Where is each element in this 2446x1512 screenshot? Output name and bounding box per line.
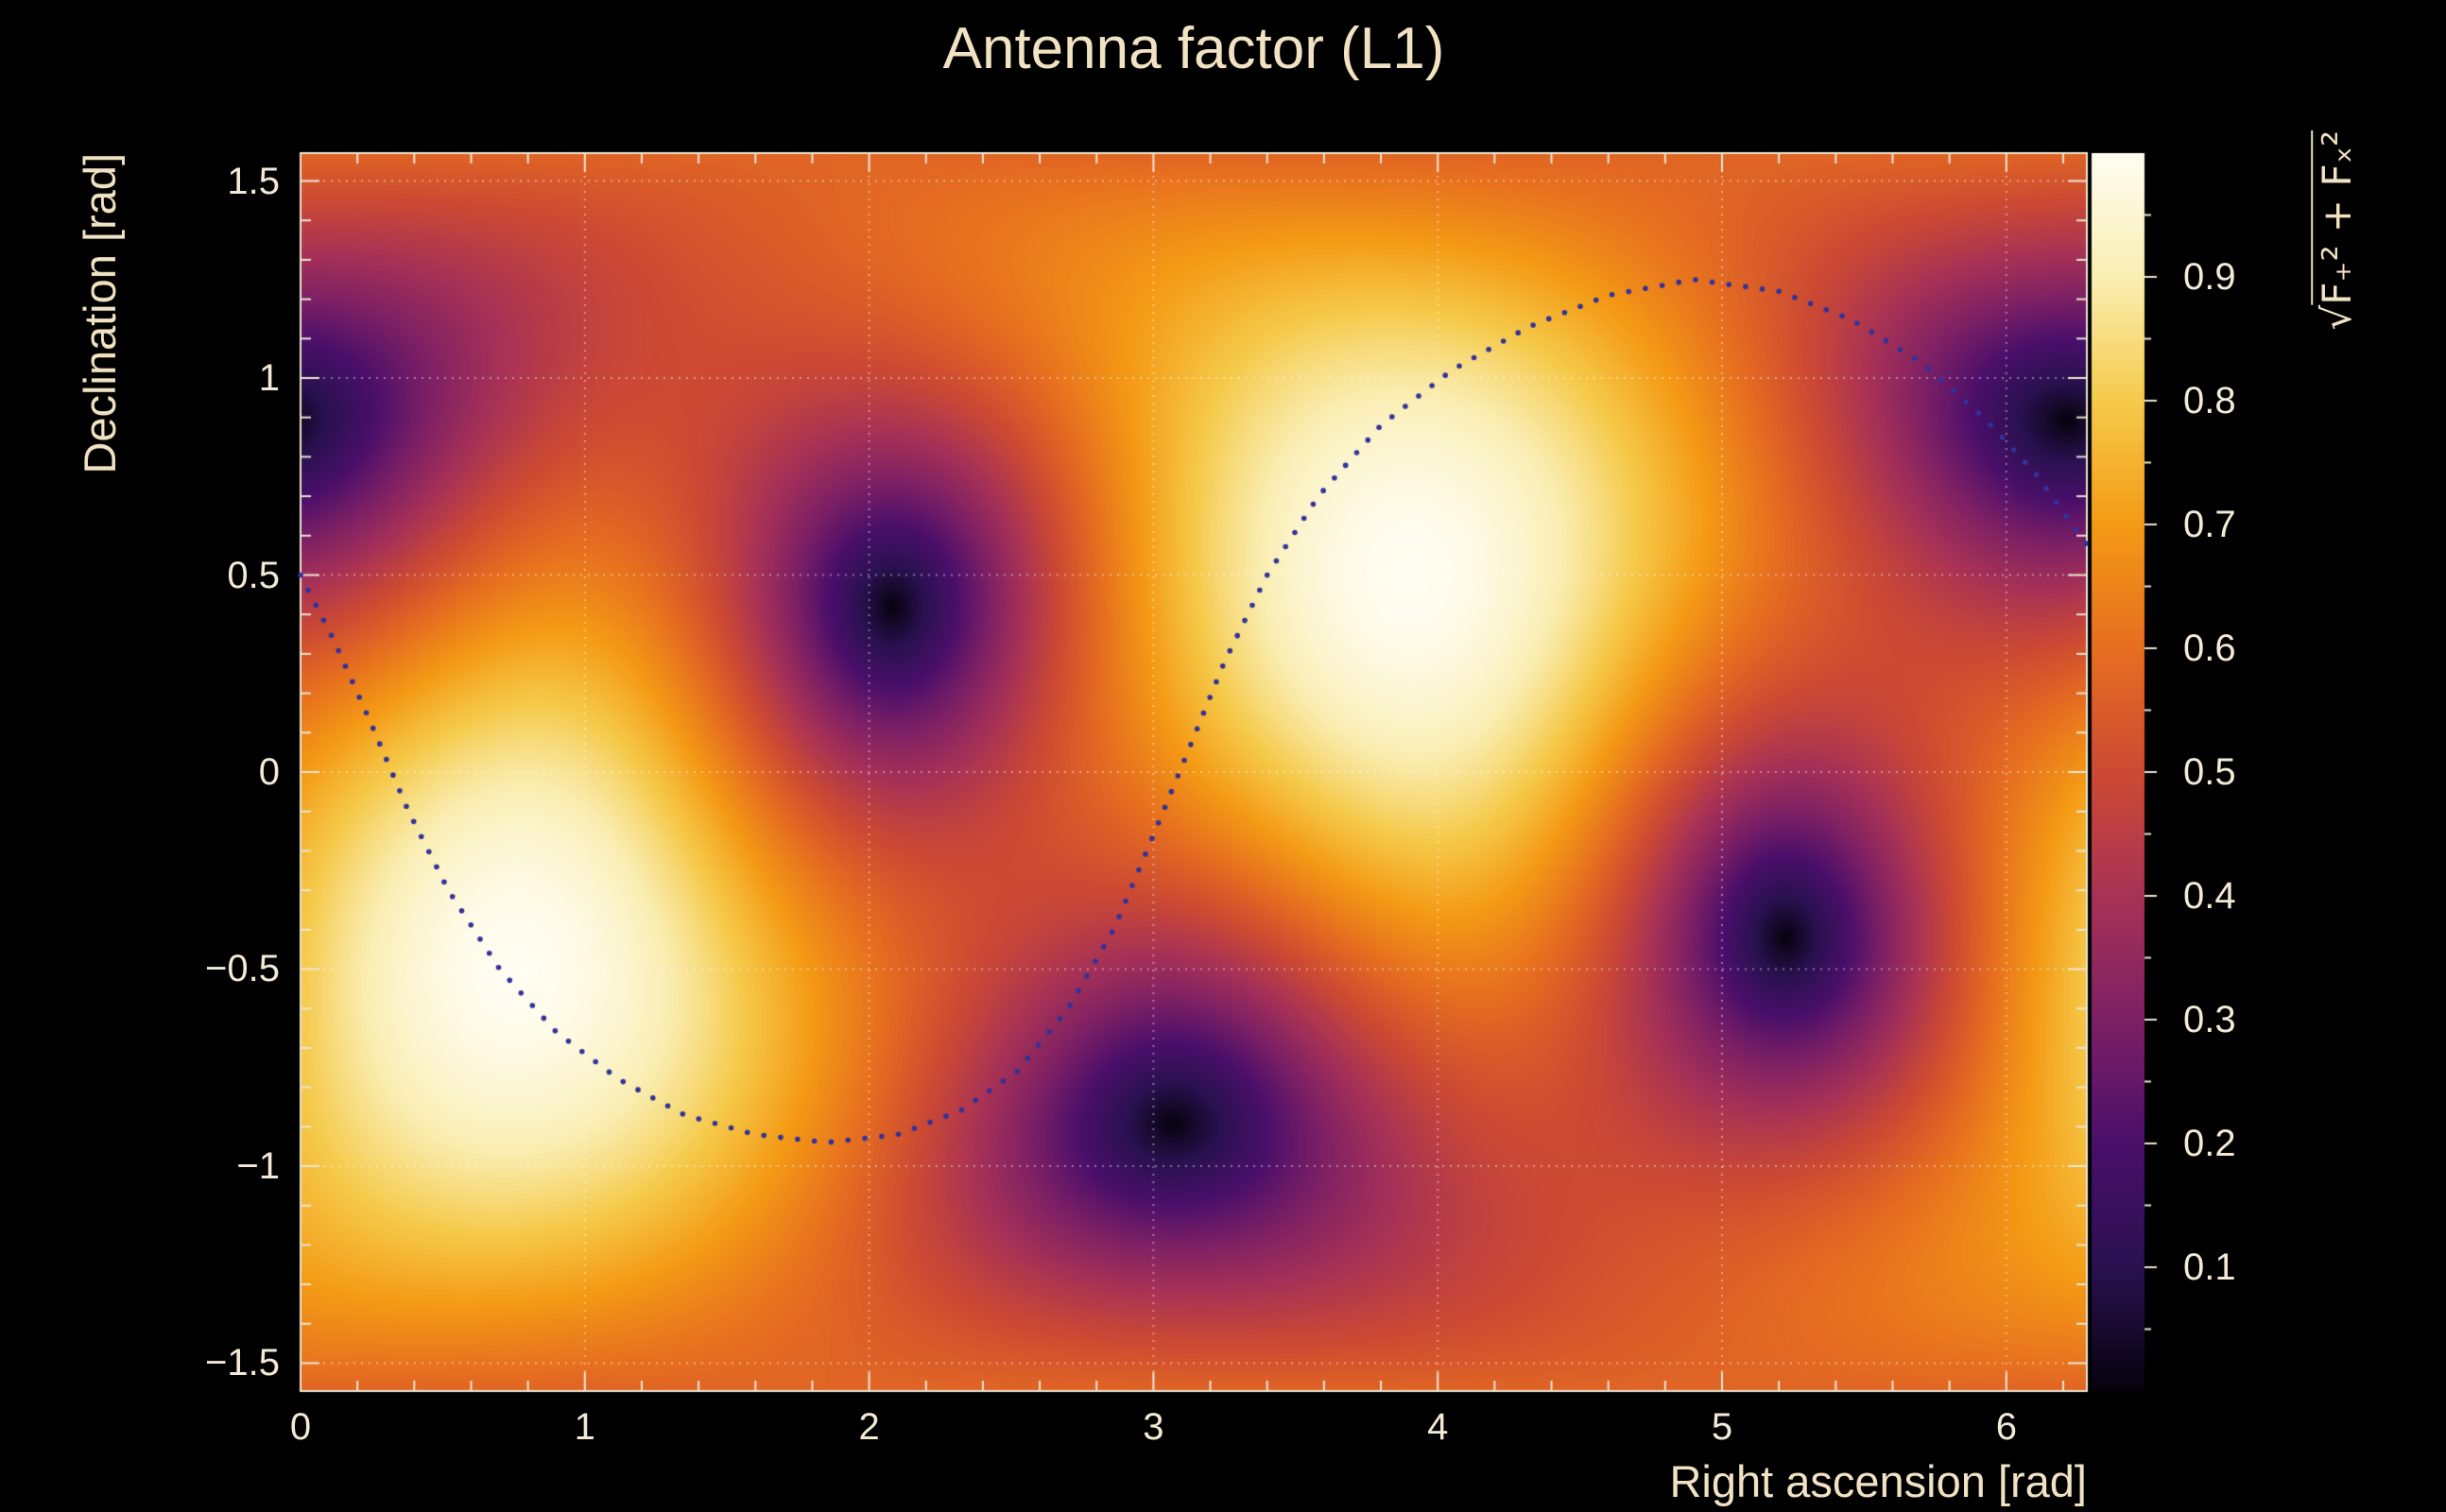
y-tick-label: 0.5 <box>227 554 280 596</box>
colorbar-tick-label: 0.2 <box>2183 1123 2236 1164</box>
y-tick-label: −0.5 <box>205 948 280 990</box>
x-tick-label: 6 <box>1995 1406 2017 1448</box>
chart-title: Antenna factor (L1) <box>942 16 1445 81</box>
y-tick-label: −1.5 <box>205 1342 280 1384</box>
colorbar-tick-label: 0.1 <box>2183 1246 2236 1288</box>
y-axis-title: Declination [rad] <box>75 153 125 474</box>
y-tick-label: −1 <box>236 1144 280 1187</box>
y-tick-label: 1.5 <box>227 160 280 202</box>
x-tick-label: 3 <box>1143 1406 1164 1448</box>
colorbar-formula: F₊² + Fₓ² <box>2314 130 2360 305</box>
x-tick-label: 5 <box>1711 1406 1733 1448</box>
colorbar-title: √F₊² + Fₓ² <box>2314 130 2360 330</box>
x-tick-label: 1 <box>574 1406 595 1448</box>
colorbar-tick-label: 0.6 <box>2183 627 2236 669</box>
colorbar-tick-label: 0.9 <box>2183 256 2236 298</box>
x-axis-title: Right ascension [rad] <box>1669 1456 2087 1506</box>
colorbar-tick-label: 0.5 <box>2183 751 2236 793</box>
colorbar-tick-label: 0.4 <box>2183 875 2236 917</box>
x-tick-label: 4 <box>1427 1406 1449 1448</box>
y-tick-label: 0 <box>258 751 280 793</box>
colorbar-tick-label: 0.8 <box>2183 380 2236 421</box>
x-tick-label: 2 <box>858 1406 880 1448</box>
colorbar-tick-label: 0.3 <box>2183 999 2236 1040</box>
colorbar-tick-label: 0.7 <box>2183 504 2236 545</box>
x-tick-label: 0 <box>289 1406 312 1448</box>
sqrt-radical-glyph: √ <box>2314 304 2360 331</box>
y-tick-label: 1 <box>258 357 280 399</box>
